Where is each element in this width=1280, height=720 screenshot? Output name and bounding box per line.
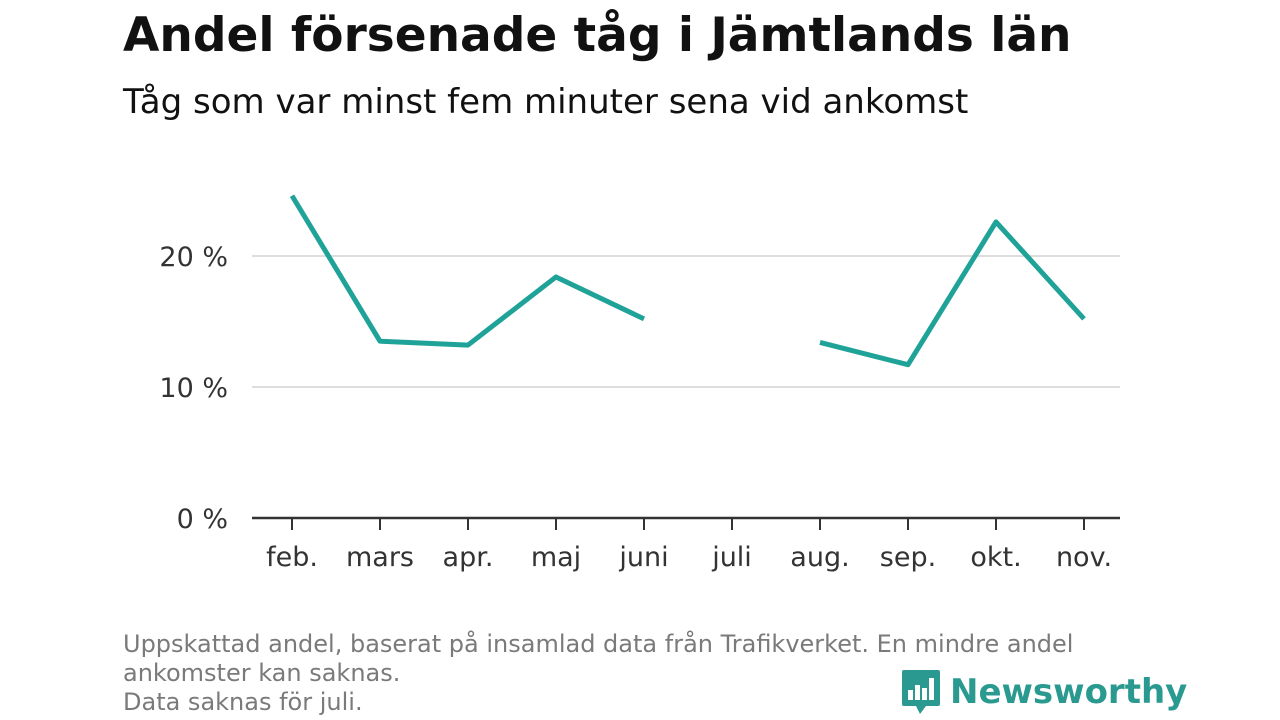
x-tick-label: sep. [880, 542, 936, 573]
y-tick-label: 20 % [159, 242, 228, 273]
x-tick-label: nov. [1056, 542, 1112, 573]
y-tick-label: 10 % [159, 373, 228, 404]
x-tick-label: feb. [266, 542, 318, 573]
x-tick-label: mars [346, 542, 414, 573]
x-tick-label: juli [711, 542, 752, 573]
brand-logo: Newsworthy [900, 668, 1187, 716]
series-line [819, 219, 1086, 368]
footnote: Uppskattad andel, baserat på insamlad da… [123, 630, 1153, 717]
bar-chart-speech-bubble-icon [902, 670, 940, 714]
footnote-line-3: Data saknas för juli. [123, 688, 363, 716]
y-tick-label: 0 % [177, 504, 228, 535]
x-tick-label: okt. [970, 542, 1021, 573]
line-chart: 0 % 10 % 20 % feb. mars apr. maj juni juli aug. se… [159, 194, 1120, 573]
chart-subtitle: Tåg som var minst fem minuter sena vid a… [123, 82, 969, 122]
x-tick-label: juni [618, 542, 668, 573]
series-line [289, 194, 646, 348]
footnote-line-2: ankomster kan saknas. [123, 659, 401, 687]
footnote-line-1: Uppskattad andel, baserat på insamlad da… [123, 630, 1074, 658]
brand-name: Newsworthy [950, 672, 1188, 712]
x-tick-label: aug. [790, 542, 849, 573]
chart-title: Andel försenade tåg i Jämtlands län [123, 8, 1072, 63]
x-tick-label: apr. [443, 542, 494, 573]
x-tick-label: maj [531, 542, 581, 573]
